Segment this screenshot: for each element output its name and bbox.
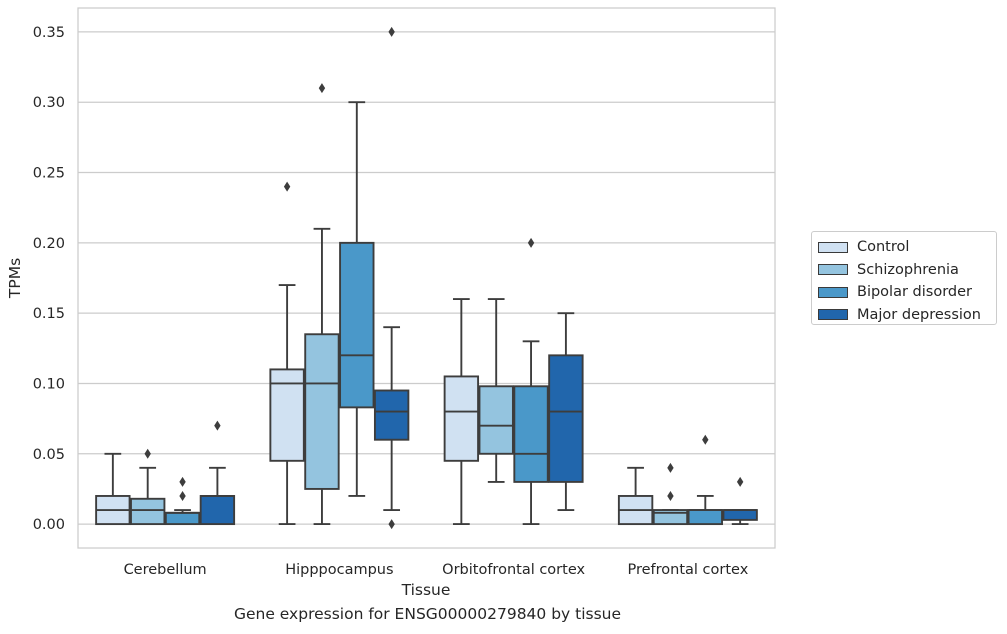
box <box>722 509 758 521</box>
legend-label: Bipolar disorder <box>857 284 972 301</box>
legend: Control Schizophrenia Bipolar disorder Majo… <box>811 231 997 325</box>
x-tick-label: Hipppocampus <box>285 562 393 578</box>
y-tick-label: 0.00 <box>33 517 65 533</box>
box <box>373 389 410 441</box>
chart-caption: Gene expression for ENSG00000279840 by t… <box>233 605 622 623</box>
box <box>687 509 723 526</box>
outlier-point <box>388 26 395 37</box>
x-tick-label: Orbitofrontal cortex <box>442 562 585 578</box>
outlier-point <box>667 490 674 501</box>
legend-label: Major depression <box>857 306 981 323</box>
y-axis-title: TPMs <box>6 258 24 299</box>
legend-swatch <box>818 309 848 321</box>
outlier-point <box>388 519 395 530</box>
y-tick-label: 0.30 <box>33 95 65 111</box>
legend-item: Control <box>818 236 996 259</box>
legend-item: Schizophrenia <box>818 259 996 282</box>
grid-lines <box>78 31 775 525</box>
box <box>513 385 549 483</box>
outlier-point <box>214 420 221 431</box>
x-axis-title: Tissue <box>401 581 451 599</box>
plot-frame <box>77 7 776 549</box>
outlier-point <box>702 434 709 445</box>
legend-swatch <box>818 264 848 276</box>
outlier-point <box>179 476 186 487</box>
outlier-point <box>318 83 326 94</box>
y-tick-label: 0.25 <box>33 166 65 182</box>
box <box>130 497 166 526</box>
legend-label: Schizophrenia <box>857 261 959 278</box>
x-tick-label: Cerebellum <box>124 562 207 578</box>
legend-swatch <box>818 286 848 298</box>
x-axis: Cerebellum Hipppocampus Orbitofrontal cort… <box>124 562 749 578</box>
outlier-point <box>179 490 186 501</box>
box <box>339 241 375 409</box>
outlier-point <box>144 448 151 459</box>
outlier-point <box>527 237 535 248</box>
box <box>164 511 201 526</box>
legend-label: Control <box>857 239 910 256</box>
box <box>199 495 236 526</box>
legend-item: Major depression <box>818 304 996 327</box>
y-tick-label: 0.35 <box>33 25 65 41</box>
y-axis: 0.00 0.05 0.10 0.15 0.20 0.25 0.30 0.35 <box>33 25 65 533</box>
box-series <box>95 26 758 530</box>
y-tick-label: 0.05 <box>33 447 65 463</box>
y-tick-label: 0.10 <box>33 376 65 392</box>
outlier-point <box>736 476 744 487</box>
outlier-point <box>667 462 674 473</box>
legend-item: Bipolar disorder <box>818 281 996 304</box>
box <box>304 333 340 490</box>
legend-swatch <box>818 241 848 253</box>
x-tick-label: Prefrontal cortex <box>627 562 748 578</box>
y-tick-label: 0.20 <box>33 236 65 252</box>
outlier-point <box>283 181 291 192</box>
box <box>478 385 514 455</box>
y-tick-label: 0.15 <box>33 306 65 322</box>
box <box>443 375 480 462</box>
box <box>548 354 584 483</box>
box <box>269 368 305 462</box>
